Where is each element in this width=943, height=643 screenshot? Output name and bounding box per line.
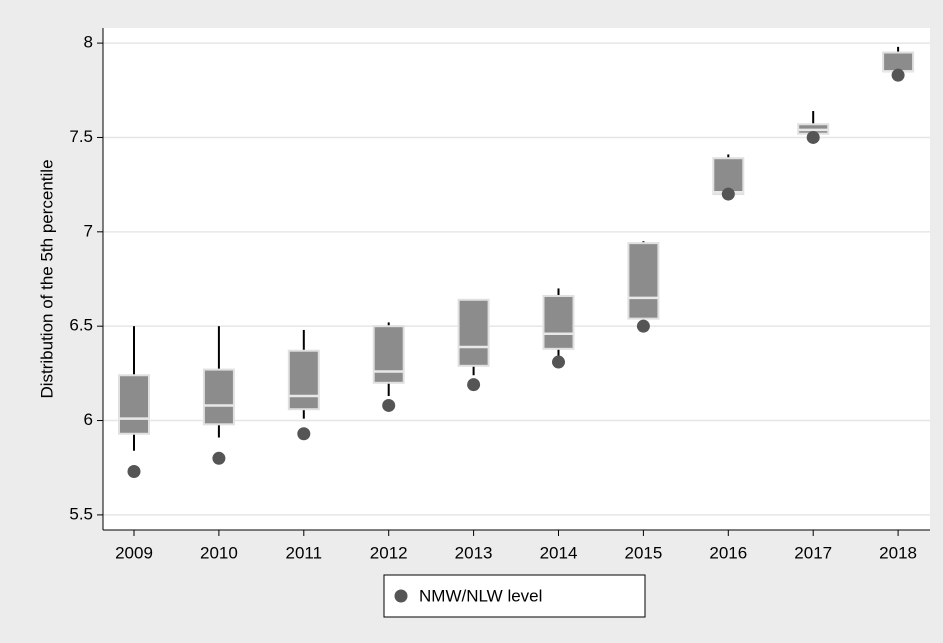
box: [457, 298, 490, 367]
x-tick-label: 2013: [455, 543, 493, 562]
y-tick-label: 6.5: [69, 316, 93, 335]
x-tick-label: 2018: [879, 543, 917, 562]
y-tick-label: 8: [84, 33, 93, 52]
x-tick-label: 2012: [370, 543, 408, 562]
marker: [806, 130, 820, 144]
y-axis-label: Distribution of the 5th percentile: [37, 159, 56, 398]
marker: [297, 427, 311, 441]
marker: [636, 319, 650, 333]
x-tick-label: 2010: [200, 543, 238, 562]
plot-area: [103, 28, 930, 530]
x-tick-label: 2015: [624, 543, 662, 562]
x-tick-label: 2009: [115, 543, 153, 562]
y-tick-label: 7.5: [69, 127, 93, 146]
marker: [891, 68, 905, 82]
marker: [552, 355, 565, 369]
y-tick-label: 7: [84, 221, 93, 240]
legend: [383, 574, 646, 618]
marker: [127, 464, 141, 478]
marker: [721, 187, 735, 201]
x-tick-label: 2011: [286, 543, 323, 562]
marker: [467, 378, 481, 392]
box: [202, 368, 235, 426]
marker: [382, 398, 396, 412]
x-tick-label: 2016: [709, 543, 747, 562]
legend-marker: [394, 589, 408, 603]
x-tick-label: 2014: [540, 543, 578, 562]
marker: [212, 451, 226, 465]
box: [882, 51, 915, 73]
box: [542, 294, 575, 350]
y-tick-label: 5.5: [69, 504, 93, 523]
box: [287, 349, 320, 411]
box: [627, 242, 660, 320]
box: [118, 374, 150, 435]
box: [372, 325, 405, 384]
legend-label: NMW/NLW level: [419, 586, 542, 605]
y-tick-label: 6: [84, 410, 93, 429]
x-tick-label: 2017: [794, 543, 832, 562]
